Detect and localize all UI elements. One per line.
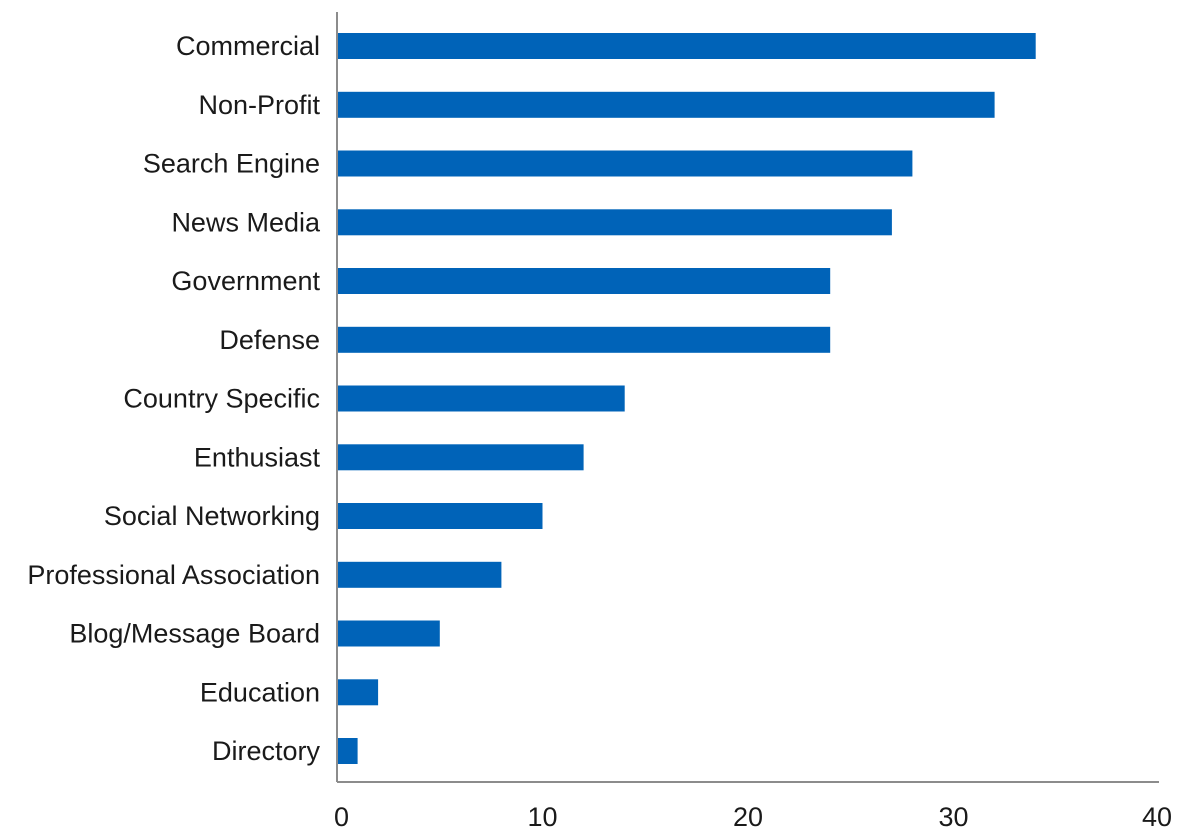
- category-label-directory: Directory: [212, 736, 321, 766]
- bar-country-specific: [337, 385, 625, 412]
- x-tick-labels: 0 10 20 30 40: [334, 802, 1172, 832]
- bar-non-profit: [337, 91, 995, 118]
- bar-news-media: [337, 209, 892, 236]
- category-label-professional-association: Professional Association: [27, 560, 320, 590]
- bar-social-networking: [337, 503, 543, 529]
- category-label-government: Government: [171, 266, 320, 296]
- x-tick-label-0: 0: [334, 802, 349, 832]
- category-label-search-engine: Search Engine: [143, 149, 320, 179]
- bar-enthusiast: [337, 444, 584, 471]
- bar-commercial: [337, 33, 1036, 59]
- category-label-commercial: Commercial: [176, 31, 320, 61]
- category-labels: Commercial Non-Profit Search Engine News Me…: [27, 31, 321, 766]
- x-tick-label-20: 20: [733, 802, 763, 832]
- bar-education: [337, 679, 379, 706]
- category-label-enthusiast: Enthusiast: [194, 442, 321, 472]
- category-label-education: Education: [200, 677, 320, 707]
- bar-defense: [337, 326, 831, 353]
- category-label-news-media: News Media: [171, 207, 321, 237]
- category-label-non-profit: Non-Profit: [198, 90, 320, 120]
- x-tick-label-40: 40: [1142, 802, 1172, 832]
- bar-directory: [337, 738, 358, 764]
- bar-search-engine: [337, 150, 913, 177]
- category-label-defense: Defense: [219, 325, 320, 355]
- x-tick-label-10: 10: [527, 802, 557, 832]
- x-tick-label-30: 30: [938, 802, 968, 832]
- category-label-country-specific: Country Specific: [123, 384, 320, 414]
- bar-professional-association: [337, 561, 502, 588]
- bars-group: [337, 33, 1036, 764]
- category-label-blog-message-board: Blog/Message Board: [69, 619, 320, 649]
- bar-government: [337, 268, 831, 294]
- bar-blog-message-board: [337, 620, 440, 647]
- category-label-social-networking: Social Networking: [104, 501, 320, 531]
